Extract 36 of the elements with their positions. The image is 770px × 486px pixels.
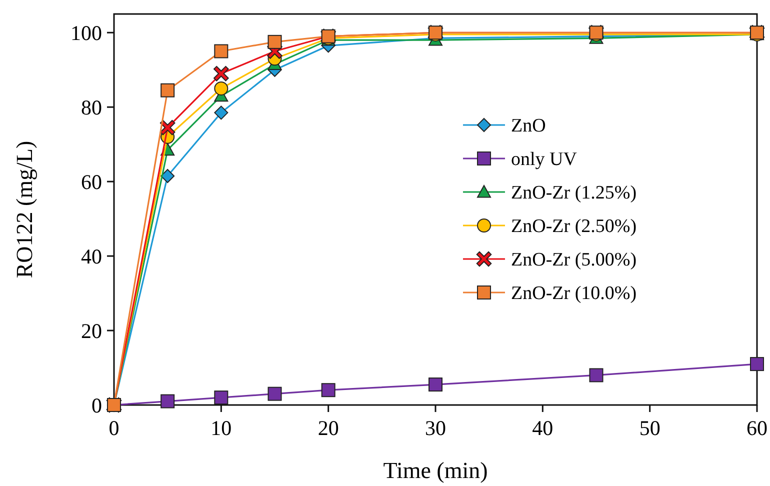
y-tick-label: 80 bbox=[81, 95, 102, 120]
point bbox=[268, 386, 282, 401]
legend-label: ZnO-Zr (10.0%) bbox=[511, 283, 637, 304]
point bbox=[214, 81, 228, 96]
y-axis-title: RO122 (mg/L) bbox=[12, 140, 37, 278]
point bbox=[750, 357, 764, 372]
point bbox=[589, 368, 604, 382]
y-tick-label: 100 bbox=[70, 20, 102, 45]
y-tick-label: 20 bbox=[81, 318, 102, 343]
point bbox=[160, 120, 176, 136]
point bbox=[160, 394, 175, 408]
x-tick-label: 10 bbox=[210, 416, 232, 440]
point bbox=[160, 83, 175, 98]
x-tick-label: 20 bbox=[318, 416, 339, 440]
legend-label: only UV bbox=[511, 149, 578, 170]
legend-label: ZnO-Zr (1.25%) bbox=[511, 182, 637, 204]
point bbox=[160, 168, 175, 183]
y-tick-label: 60 bbox=[81, 170, 102, 194]
point bbox=[428, 378, 442, 392]
x-tick-label: 0 bbox=[108, 416, 120, 440]
point bbox=[214, 390, 228, 405]
y-tick-label: 0 bbox=[92, 393, 102, 418]
x-tick-label: 60 bbox=[746, 416, 768, 440]
x-tick-label: 50 bbox=[639, 416, 660, 440]
legend-label: ZnO bbox=[511, 116, 546, 137]
point bbox=[321, 383, 336, 398]
y-tick-label: 40 bbox=[81, 244, 102, 268]
x-axis-title: Time (min) bbox=[383, 458, 488, 483]
x-tick-label: 30 bbox=[425, 416, 446, 440]
point bbox=[214, 66, 229, 82]
point bbox=[268, 34, 282, 49]
point bbox=[214, 106, 228, 120]
point bbox=[214, 44, 228, 58]
x-tick-label: 40 bbox=[532, 416, 554, 440]
legend-label: ZnO-Zr (5.00%) bbox=[511, 250, 637, 271]
legend-label: ZnO-Zr (2.50%) bbox=[511, 216, 637, 238]
